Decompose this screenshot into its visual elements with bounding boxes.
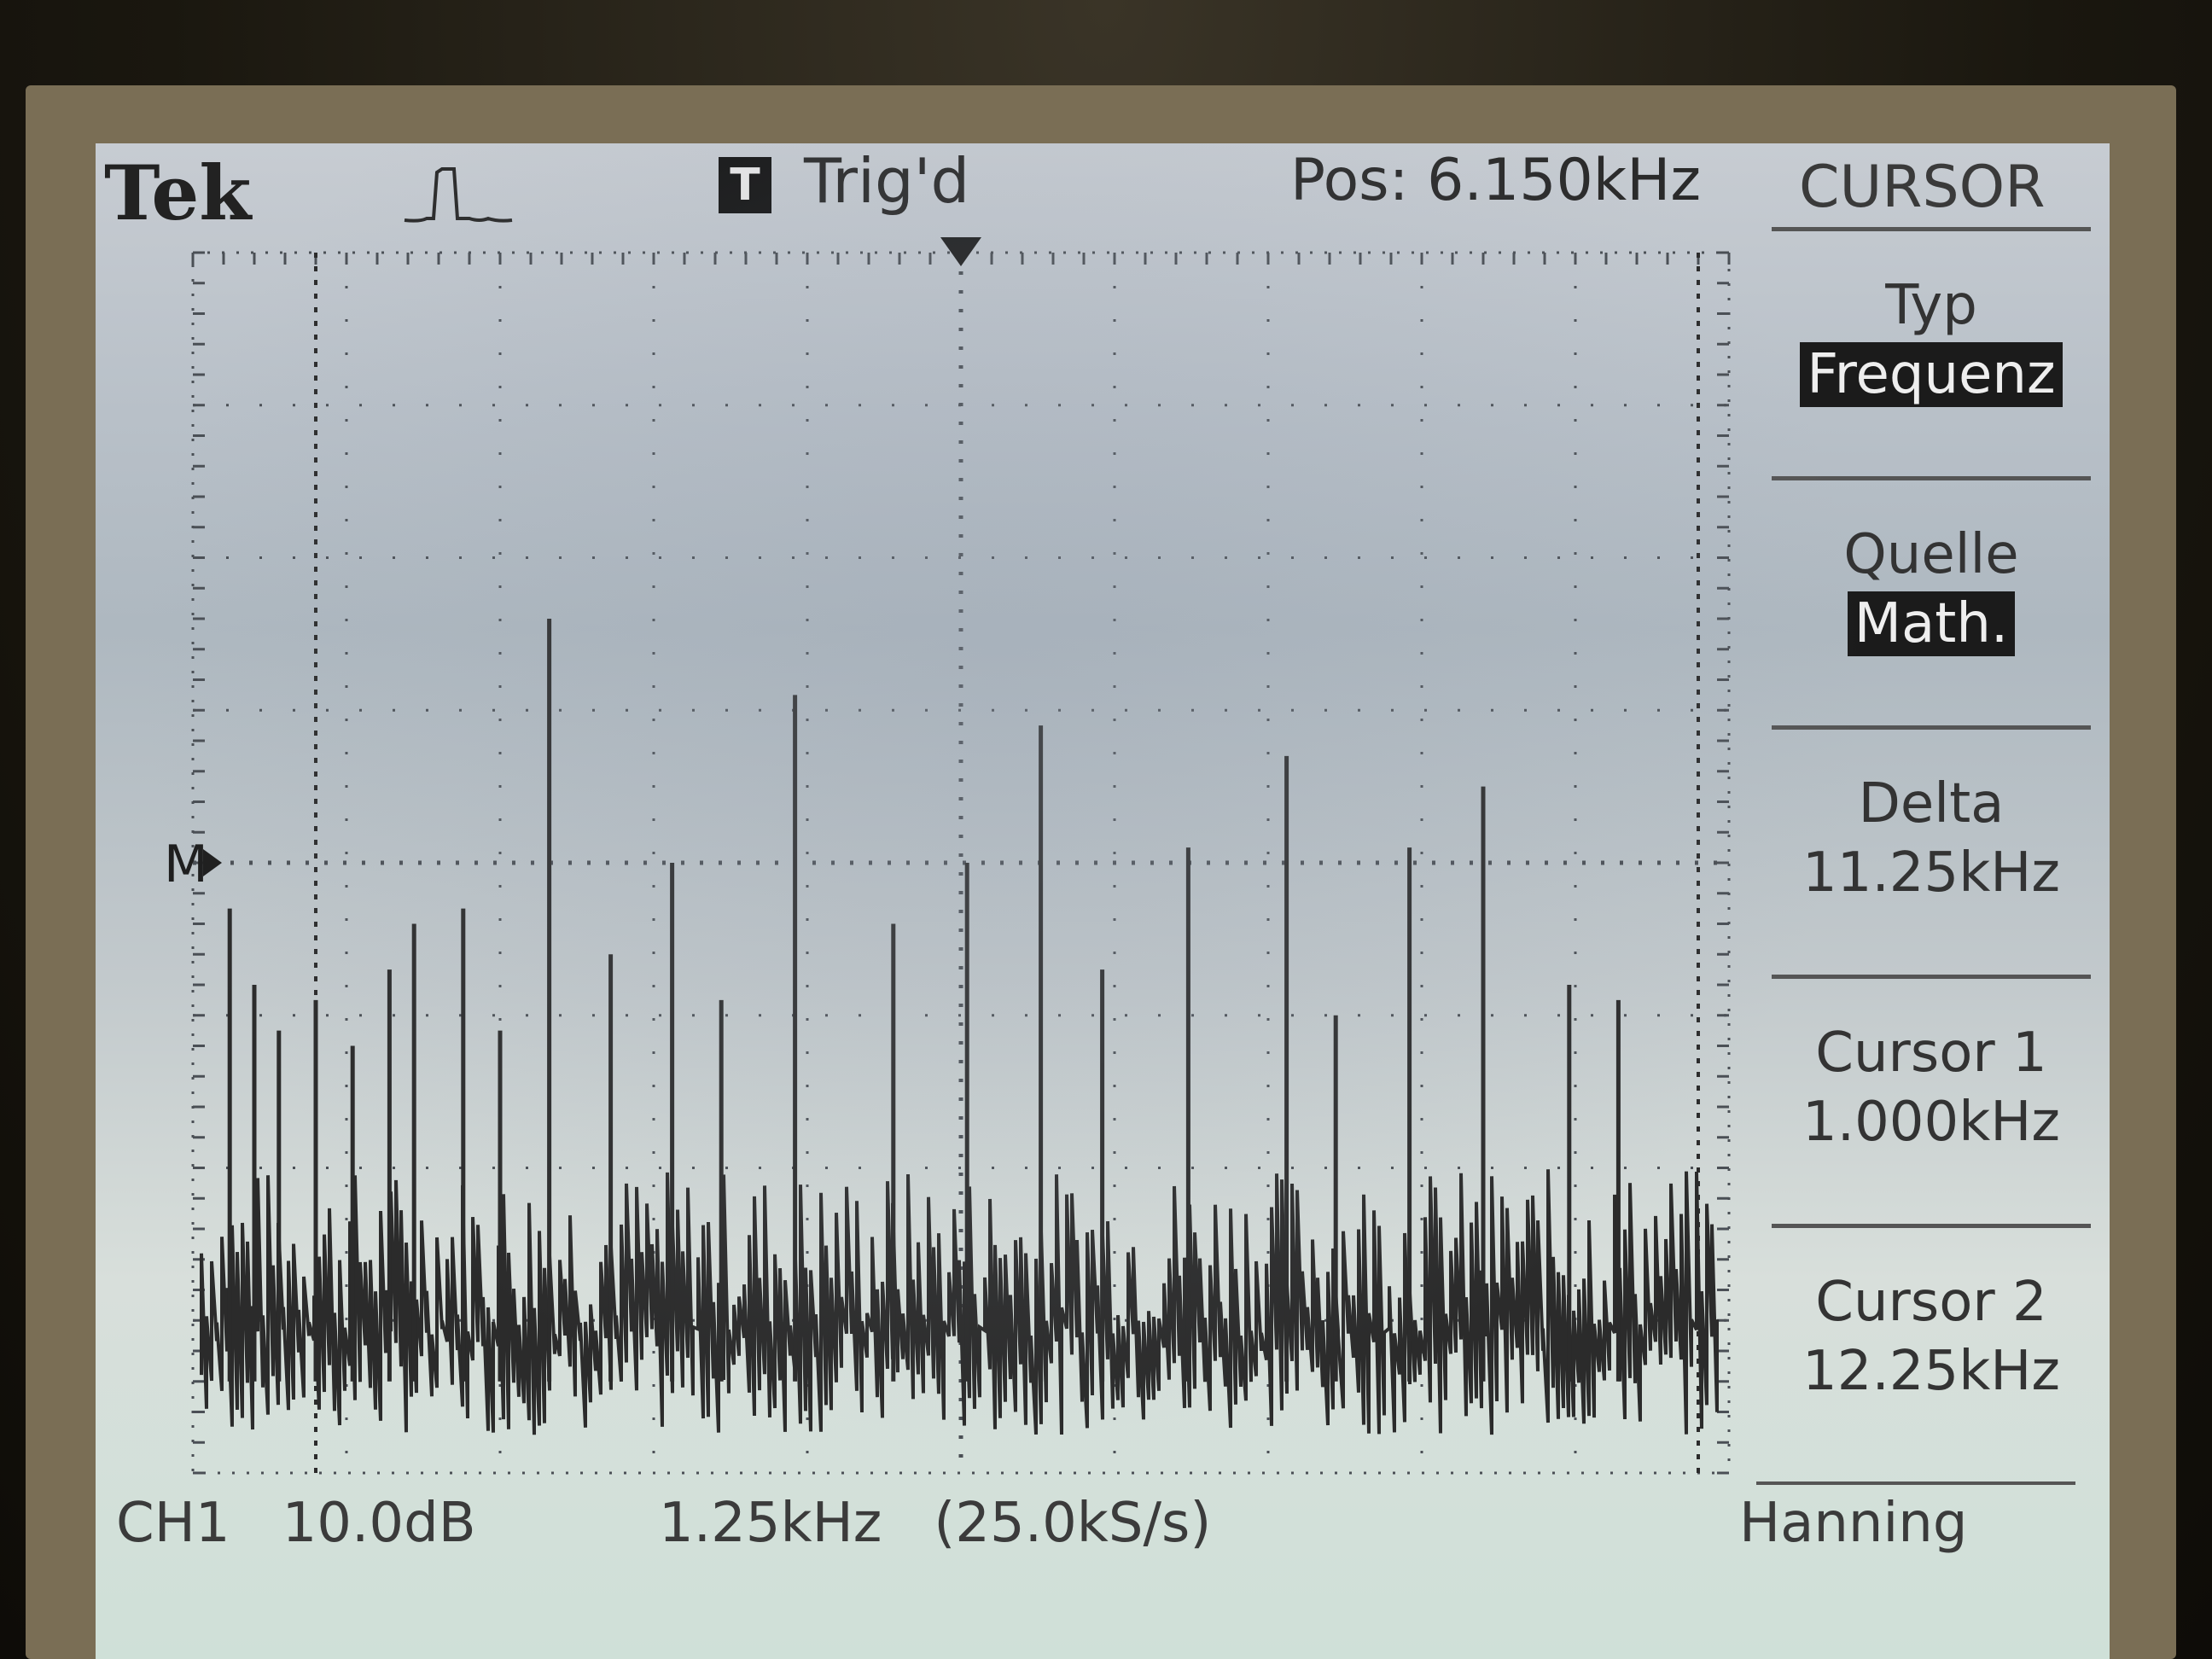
menu-cursor2-value: 12.25kHz	[1802, 1340, 2060, 1403]
menu-button-cursor2[interactable]: Cursor 2 12.25kHz	[1772, 1224, 2091, 1469]
trigger-status: Trig'd	[804, 145, 970, 217]
channel-scale-readout: CH1 10.0dB	[116, 1492, 476, 1555]
menu-source-label: Quelle	[1843, 523, 2019, 586]
cursor-menu: Typ Frequenz Quelle Math. Delta 11.25kHz…	[1756, 227, 2110, 1481]
menu-delta-label: Delta	[1858, 772, 2005, 835]
menu-cursor1-label: Cursor 1	[1815, 1022, 2047, 1085]
horizontal-position: Pos: 6.150kHz	[1290, 147, 1702, 214]
marker-layer: M	[167, 237, 981, 894]
fft-window: Hanning	[1739, 1492, 1968, 1555]
menu-type-value: Frequenz	[1800, 342, 2063, 407]
trigger-position-arrow	[940, 237, 981, 266]
spectrum-graticule: M	[167, 237, 1731, 1475]
footer-divider	[1756, 1481, 2075, 1485]
menu-cursor1-value: 1.000kHz	[1802, 1091, 2060, 1154]
math-reference-marker: M	[167, 835, 208, 894]
menu-button-delta[interactable]: Delta 11.25kHz	[1772, 725, 2091, 970]
spectrum-trace	[200, 619, 1719, 1435]
vertical-scale: 10.0dB	[282, 1492, 476, 1555]
menu-delta-value: 11.25kHz	[1802, 841, 2060, 905]
menu-type-label: Typ	[1885, 274, 1977, 337]
acquisition-pulse-icon	[404, 167, 513, 223]
noise-floor	[200, 1169, 1719, 1435]
timebase-readout: 1.25kHz (25.0kS/s)	[659, 1492, 1211, 1555]
trigger-badge: T	[719, 157, 771, 213]
menu-title: CURSOR	[1799, 154, 2046, 221]
menu-cursor2-label: Cursor 2	[1815, 1271, 2047, 1334]
channel-label: CH1	[116, 1492, 230, 1555]
menu-button-cursor1[interactable]: Cursor 1 1.000kHz	[1772, 975, 2091, 1220]
frequency-per-division: 1.25kHz	[659, 1492, 882, 1555]
menu-source-value: Math.	[1847, 591, 2016, 656]
menu-button-type[interactable]: Typ Frequenz	[1772, 227, 2091, 472]
menu-button-source[interactable]: Quelle Math.	[1772, 476, 2091, 721]
reference-arrow-icon	[203, 849, 222, 876]
oscilloscope-screen: Tek T Trig'd Pos: 6.150kHz CURSOR M Typ …	[96, 143, 2110, 1659]
sample-rate: (25.0kS/s)	[934, 1492, 1212, 1555]
brand-logo: Tek	[104, 148, 252, 237]
